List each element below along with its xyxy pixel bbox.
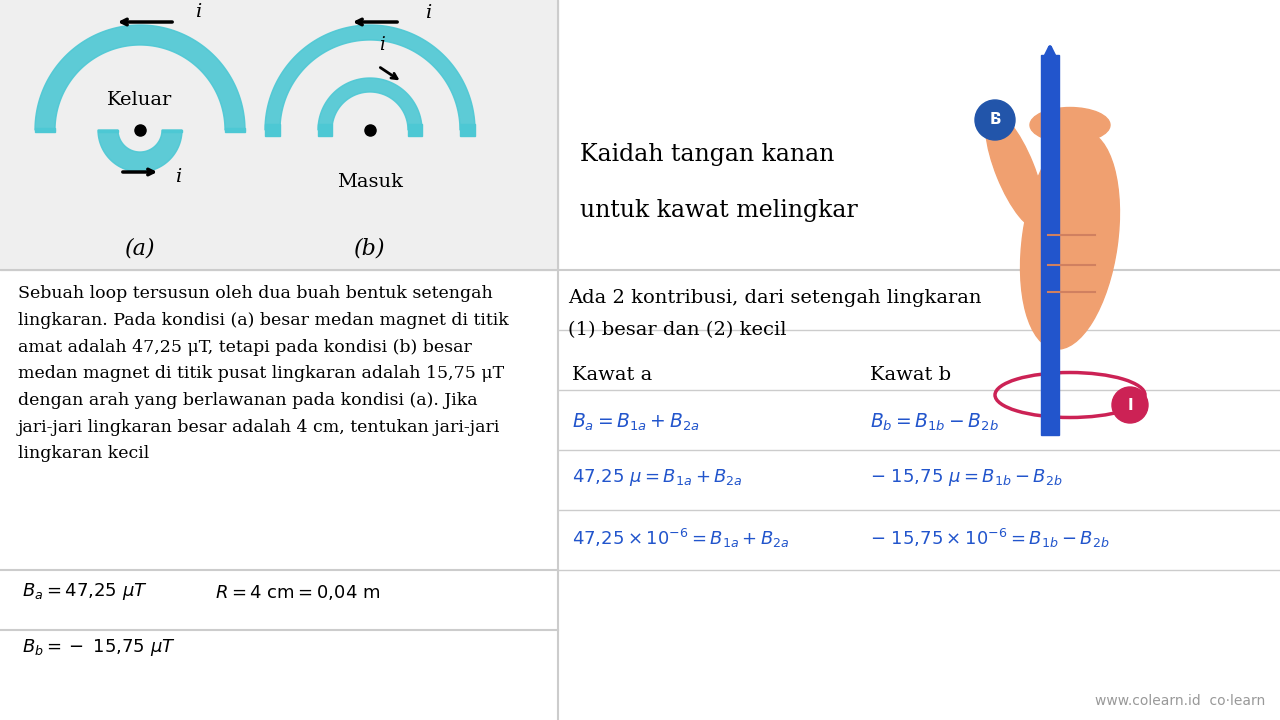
Text: untuk kawat melingkar: untuk kawat melingkar (580, 199, 858, 222)
Text: Ada 2 kontribusi, dari setengah lingkaran: Ada 2 kontribusi, dari setengah lingkara… (568, 289, 982, 307)
Polygon shape (317, 78, 422, 130)
Text: $-\ 15{,}75 \times 10^{-6} = B_{1b} - B_{2b}$: $-\ 15{,}75 \times 10^{-6} = B_{1b} - B_… (870, 526, 1110, 549)
Text: (b): (b) (355, 237, 385, 259)
Text: i: i (175, 168, 182, 186)
Text: $B_b = B_{1b} - B_{2b}$: $B_b = B_{1b} - B_{2b}$ (870, 411, 998, 433)
Ellipse shape (1020, 131, 1120, 349)
Polygon shape (99, 130, 118, 132)
Polygon shape (265, 124, 280, 136)
Polygon shape (408, 124, 422, 136)
Circle shape (975, 100, 1015, 140)
Polygon shape (265, 25, 475, 130)
Polygon shape (317, 124, 332, 136)
Bar (0, 0, 558, 270)
Polygon shape (35, 25, 244, 130)
Text: $47{,}25 \times 10^{-6} = B_{1a} + B_{2a}$: $47{,}25 \times 10^{-6} = B_{1a} + B_{2a… (572, 526, 790, 549)
Text: Keluar: Keluar (108, 91, 173, 109)
Text: i: i (379, 36, 385, 54)
Polygon shape (163, 130, 182, 132)
Text: $B_a = B_{1a} + B_{2a}$: $B_a = B_{1a} + B_{2a}$ (572, 411, 700, 433)
Text: (a): (a) (124, 237, 155, 259)
Text: Sebuah loop tersusun oleh dua buah bentuk setengah
lingkaran. Pada kondisi (a) b: Sebuah loop tersusun oleh dua buah bentu… (18, 285, 508, 462)
Text: Masuk: Masuk (337, 173, 403, 191)
Text: $-\ 15{,}75\ \mu = B_{1b} - B_{2b}$: $-\ 15{,}75\ \mu = B_{1b} - B_{2b}$ (870, 467, 1062, 488)
Polygon shape (225, 130, 244, 132)
Text: www.colearn.id  co·learn: www.colearn.id co·learn (1094, 694, 1265, 708)
Text: Kaidah tangan kanan: Kaidah tangan kanan (580, 143, 835, 166)
Text: I: I (1128, 397, 1133, 413)
Text: Kawat a: Kawat a (572, 366, 653, 384)
Polygon shape (35, 128, 55, 130)
Text: i: i (425, 4, 431, 22)
Ellipse shape (986, 112, 1044, 228)
Text: i: i (195, 3, 201, 21)
Polygon shape (35, 130, 55, 132)
Polygon shape (225, 128, 244, 130)
Text: $B_a = 47{,}25\ \mu T$: $B_a = 47{,}25\ \mu T$ (22, 582, 147, 603)
Text: $B_b = -\ 15{,}75\ \mu T$: $B_b = -\ 15{,}75\ \mu T$ (22, 637, 175, 659)
Text: (1) besar dan (2) kecil: (1) besar dan (2) kecil (568, 321, 786, 339)
Text: Kawat b: Kawat b (870, 366, 951, 384)
Polygon shape (460, 124, 475, 136)
Text: B: B (989, 112, 1001, 127)
Bar (1041, 55, 1059, 435)
Text: $R = 4\ \mathrm{cm} = 0{,}04\ \mathrm{m}$: $R = 4\ \mathrm{cm} = 0{,}04\ \mathrm{m}… (215, 582, 380, 601)
Circle shape (1112, 387, 1148, 423)
Text: $47{,}25\ \mu = B_{1a} + B_{2a}$: $47{,}25\ \mu = B_{1a} + B_{2a}$ (572, 467, 742, 488)
Polygon shape (99, 130, 182, 172)
Ellipse shape (1030, 107, 1110, 143)
